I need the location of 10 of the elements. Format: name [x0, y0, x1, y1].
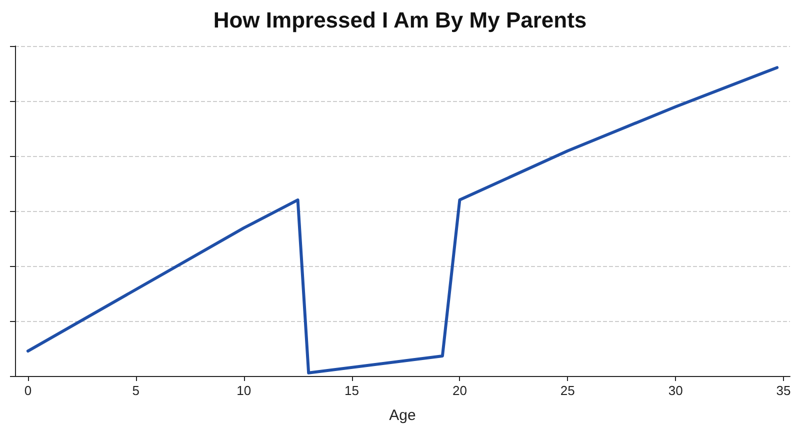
x-tick-label: 10 [236, 383, 252, 398]
x-tick-label: 5 [132, 383, 140, 398]
x-tick-label: 20 [452, 383, 467, 398]
x-tick-label: 35 [776, 383, 791, 398]
x-tick-label: 15 [344, 383, 360, 398]
x-tick-label: 0 [24, 383, 32, 398]
x-tick-label: 30 [668, 383, 683, 398]
chart-title: How Impressed I Am By My Parents [213, 8, 587, 32]
x-axis-title: Age [389, 407, 416, 424]
x-tick-label: 25 [560, 383, 575, 398]
